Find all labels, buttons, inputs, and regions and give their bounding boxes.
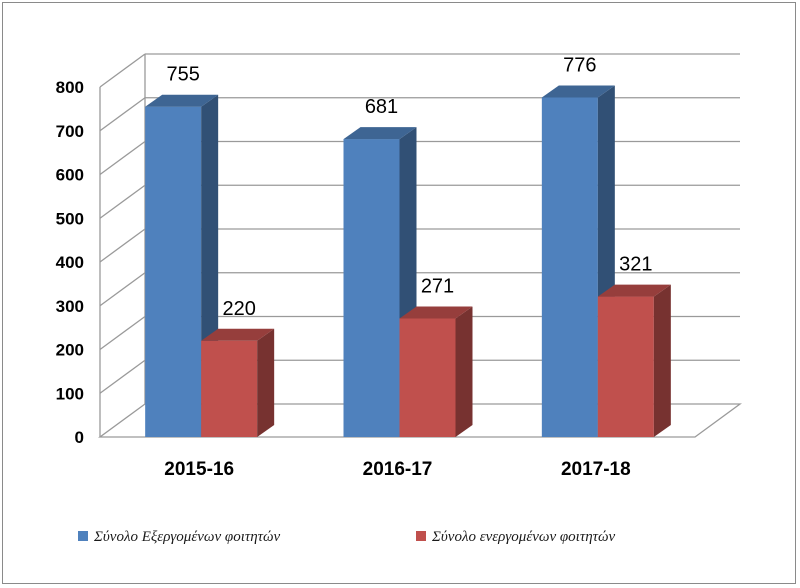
y-tick-label: 0 [75, 428, 84, 447]
y-tick-label: 300 [56, 297, 84, 316]
x-tick-label: 2016-17 [363, 459, 433, 480]
data-label: 681 [365, 96, 398, 118]
y-tick-label: 100 [56, 384, 84, 403]
data-label: 755 [166, 64, 199, 86]
bar-front [541, 97, 598, 437]
bar [399, 306, 473, 437]
data-label: 271 [421, 275, 454, 297]
data-label: 321 [619, 254, 652, 276]
data-labels: 755 220 681 271 776 321 [166, 55, 652, 320]
bar-front [597, 296, 654, 437]
bar-front [343, 139, 400, 437]
legend-label: Σύνολο Εξεργομένων φοιτητών [93, 529, 281, 545]
y-tick-label: 600 [56, 166, 84, 185]
bar-front [145, 106, 202, 437]
bar [145, 94, 219, 437]
data-label: 220 [222, 298, 255, 320]
gridline-side [99, 97, 146, 132]
gridline-side [99, 315, 146, 351]
y-axis-ticks: 0 100 200 300 400 500 600 700 800 [56, 78, 84, 447]
floor [98, 403, 742, 438]
legend-item: Σύνολο Εξεργομένων φοιτητών [78, 529, 281, 545]
gridline-side [99, 53, 146, 88]
bar-top [541, 85, 615, 98]
legend-item: Σύνολο ενεργομένων φοιτητών [416, 529, 615, 545]
bar-front [201, 340, 258, 437]
gridline-side [99, 228, 146, 263]
y-tick-label: 700 [56, 122, 84, 141]
legend-label: Σύνολο ενεργομένων φοιτητών [431, 529, 615, 545]
bar [541, 85, 615, 437]
bar-top [597, 284, 671, 297]
x-tick-label: 2015-16 [164, 459, 234, 480]
bar [201, 328, 275, 437]
y-tick-label: 800 [56, 78, 84, 97]
bar-side [257, 328, 275, 437]
data-label: 776 [563, 55, 596, 77]
x-tick-label: 2017-18 [561, 459, 631, 480]
legend-swatch [416, 531, 426, 541]
y-tick-label: 400 [56, 253, 84, 272]
gridline-side [99, 272, 146, 307]
bar-front [399, 318, 456, 437]
legend: Σύνολο Εξεργομένων φοιτητών Σύνολο ενεργο… [78, 529, 615, 545]
bar-side [653, 284, 671, 437]
category-labels: 2015-16 2016-17 2017-18 [164, 459, 630, 480]
bars [145, 85, 671, 437]
bar [597, 284, 671, 437]
gridline-side [99, 359, 146, 394]
bar-top [145, 94, 219, 107]
bar-top [399, 306, 473, 319]
bar-top [201, 328, 275, 341]
y-tick-label: 500 [56, 209, 84, 228]
bar-side [455, 306, 473, 437]
legend-swatch [78, 531, 88, 541]
gridline-side [99, 184, 146, 219]
bar [343, 127, 417, 437]
gridline-side [99, 140, 146, 176]
y-tick-label: 200 [56, 341, 84, 360]
bar-top [343, 127, 417, 140]
